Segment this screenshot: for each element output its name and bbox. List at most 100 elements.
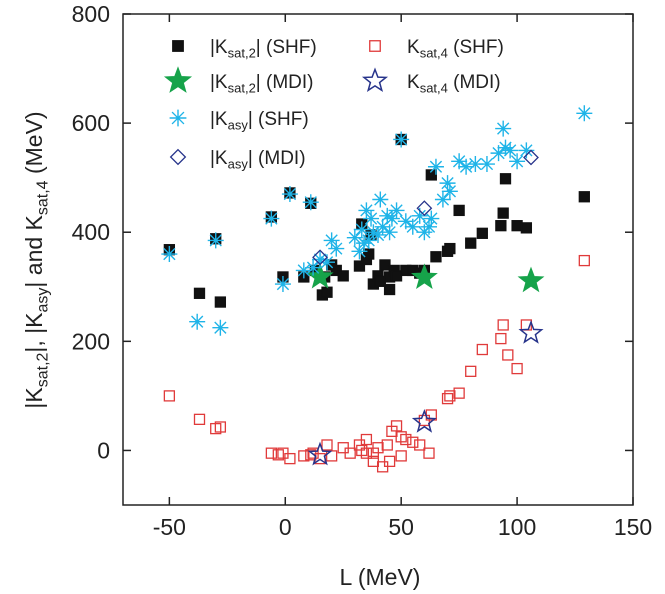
square-marker — [465, 365, 477, 377]
asterisk-marker — [383, 210, 400, 227]
text-part: (MeV) — [21, 111, 47, 180]
square-marker — [444, 242, 456, 255]
asterisk-marker — [404, 218, 421, 235]
asterisk-marker — [305, 259, 322, 276]
square-marker — [321, 286, 333, 298]
square-marker — [511, 220, 523, 232]
text-part: (SHF) — [448, 37, 504, 58]
text-part: | (MDI) — [248, 148, 306, 169]
asterisk-marker — [421, 218, 437, 235]
square-marker — [374, 275, 386, 287]
square-marker — [520, 222, 533, 234]
asterisk-marker — [281, 186, 298, 203]
asterisk-marker — [379, 207, 396, 224]
subscript: asy — [228, 157, 249, 172]
square-marker — [476, 227, 488, 239]
square-marker — [395, 431, 407, 443]
square-marker — [578, 254, 590, 267]
legend-label: |Ksat,2| (MDI) — [210, 72, 314, 96]
x-tick-label: -50 — [153, 514, 186, 540]
subscript: sat,2 — [228, 46, 256, 61]
asterisk-marker — [189, 313, 206, 330]
x-axis-label: L (MeV) — [340, 564, 421, 590]
asterisk-marker — [397, 213, 414, 230]
square-marker — [214, 296, 227, 308]
square-marker — [379, 259, 391, 271]
square-marker — [321, 439, 333, 451]
y-tick-label: 200 — [72, 328, 110, 354]
asterisk-marker — [497, 139, 514, 156]
asterisk-marker — [295, 262, 312, 279]
square-marker — [360, 433, 373, 446]
y-tick-label: 0 — [97, 437, 110, 463]
y-tick-label: 400 — [72, 219, 110, 245]
asterisk-marker — [427, 158, 444, 175]
square-marker — [360, 447, 373, 459]
asterisk-marker — [312, 251, 329, 268]
square-marker — [499, 173, 512, 185]
asterisk-marker — [381, 224, 398, 241]
asterisk-marker — [372, 191, 389, 208]
asterisk-marker — [388, 202, 405, 219]
diamond-marker — [416, 200, 433, 217]
square-marker — [265, 447, 278, 459]
text-part: (MDI) — [448, 72, 501, 93]
asterisk-marker — [411, 207, 428, 224]
asterisk-marker — [370, 226, 386, 243]
text-part: | and K — [21, 214, 47, 287]
legend-marker — [169, 109, 187, 127]
subscript: sat,2 — [35, 352, 52, 387]
square-marker — [395, 450, 407, 462]
diamond-marker — [523, 149, 539, 166]
star-marker — [410, 263, 438, 289]
square-marker — [423, 447, 435, 459]
asterisk-marker — [518, 142, 535, 159]
asterisk-marker — [356, 235, 373, 252]
square-marker — [390, 270, 403, 282]
square-marker — [372, 442, 384, 454]
y-tick-label: 600 — [72, 110, 110, 136]
x-tick-label: 50 — [388, 514, 414, 540]
asterisk-marker — [263, 210, 280, 227]
subscript: sat,4 — [420, 46, 448, 61]
square-marker — [383, 283, 396, 296]
text-part: |K — [21, 387, 47, 409]
subscript: asy — [228, 118, 249, 133]
square-marker — [465, 237, 477, 249]
square-marker — [383, 455, 396, 468]
square-marker — [578, 191, 590, 203]
x-tick-label: 0 — [279, 514, 292, 540]
square-marker — [441, 392, 454, 405]
square-marker — [163, 390, 176, 402]
square-marker — [497, 207, 509, 219]
text-part: |K — [210, 37, 228, 58]
x-tick-label: 150 — [614, 514, 652, 540]
star-marker — [306, 262, 334, 289]
asterisk-marker — [478, 156, 495, 173]
x-tick-label: 100 — [498, 514, 536, 540]
asterisk-marker — [212, 319, 229, 336]
asterisk-marker — [358, 202, 375, 219]
asterisk-marker — [319, 254, 335, 271]
plot-frame — [122, 13, 634, 506]
text-part: K — [407, 37, 420, 58]
square-marker — [502, 349, 514, 361]
asterisk-marker — [441, 183, 458, 200]
asterisk-marker — [161, 246, 178, 263]
text-part: |K — [210, 148, 228, 169]
square-marker — [298, 450, 310, 462]
star-marker — [411, 408, 437, 433]
square-marker — [337, 270, 349, 282]
square-marker — [425, 169, 437, 181]
asterisk-marker — [351, 243, 368, 260]
star-marker — [307, 441, 333, 466]
square-marker — [453, 387, 465, 399]
legend-label: |Kasy| (MDI) — [210, 148, 306, 172]
square-marker — [511, 362, 523, 375]
square-marker — [414, 439, 426, 451]
asterisk-marker — [207, 232, 224, 249]
asterisk-marker — [302, 194, 319, 211]
square-marker — [305, 449, 317, 461]
subscript: sat,4 — [35, 180, 52, 215]
